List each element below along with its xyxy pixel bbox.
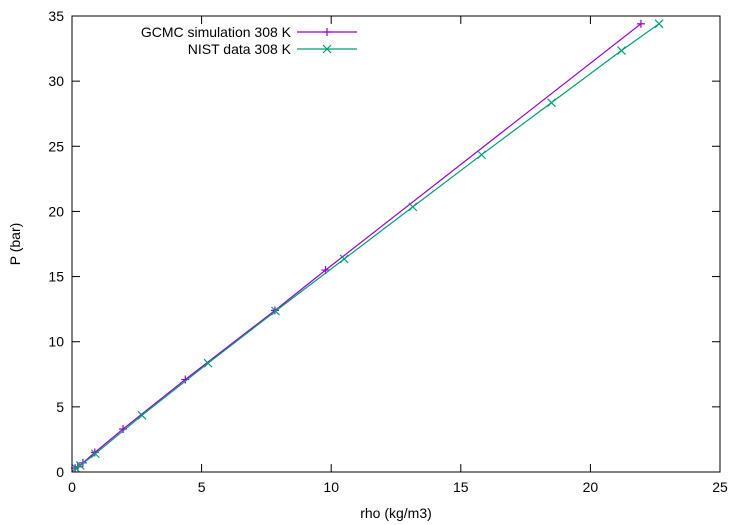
y-axis-label: P (bar) <box>7 223 23 266</box>
series-1-point-3 <box>137 410 147 420</box>
legend-marker-0 <box>323 28 331 36</box>
plot-frame <box>71 15 721 473</box>
y-tick-label-5: 25 <box>48 138 64 154</box>
legend-label-1: NIST data 308 K <box>188 41 292 57</box>
series-1-point-11 <box>654 19 664 29</box>
plot-marks <box>71 19 664 473</box>
y-tick-label-3: 15 <box>48 269 64 285</box>
y-tick-label-2: 10 <box>48 334 64 350</box>
y-tick-label-1: 5 <box>56 399 64 415</box>
series-1-point-10 <box>617 46 626 55</box>
x-tick-label-4: 20 <box>583 479 599 495</box>
series-0-point-8 <box>636 19 645 28</box>
y-tick-label-4: 20 <box>48 203 64 219</box>
series-1-point-7 <box>408 202 418 212</box>
x-tick-label-3: 15 <box>453 479 469 495</box>
x-tick-label-2: 10 <box>323 479 339 495</box>
x-tick-label-0: 0 <box>68 479 76 495</box>
series-1-point-6 <box>339 254 349 264</box>
axis-ticks: 0 5 10 15 20 25 0 5 10 15 20 25 30 35 <box>48 8 728 495</box>
y-tick-label-0: 0 <box>56 464 64 480</box>
series-1-point-2 <box>90 449 100 459</box>
series-1-point-9 <box>547 98 556 108</box>
series-1-point-5 <box>271 306 280 316</box>
series-1-point-0 <box>71 463 81 473</box>
x-axis-label: rho (kg/m3) <box>360 505 432 521</box>
y-tick-label-7: 35 <box>48 8 64 24</box>
x-tick-label-1: 5 <box>198 479 206 495</box>
y-tick-label-6: 30 <box>48 73 64 89</box>
series-1-point-4 <box>203 358 213 368</box>
x-tick-label-5: 25 <box>712 479 728 495</box>
series-line-1 <box>75 23 660 469</box>
series-1-point-1 <box>75 461 85 470</box>
legend-marker-1 <box>322 44 332 54</box>
series-1-point-8 <box>477 150 486 160</box>
legend-label-0: GCMC simulation 308 K <box>141 24 292 40</box>
